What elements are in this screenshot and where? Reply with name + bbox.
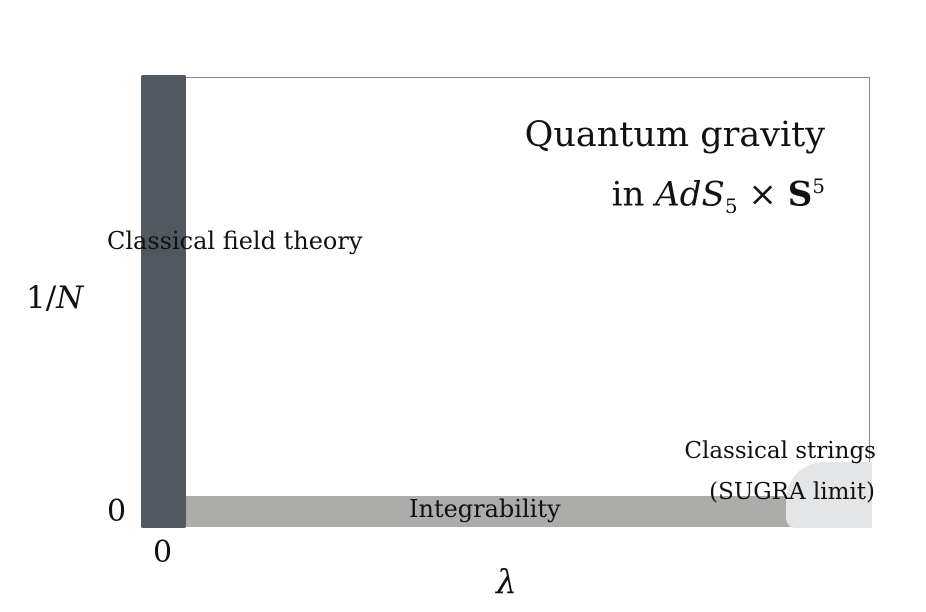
ads-subscript: 5 xyxy=(724,194,738,219)
y-axis-zero-tick: 0 xyxy=(107,494,127,529)
quantum-gravity-title: Quantum gravity xyxy=(524,115,825,155)
parameter-space-frame xyxy=(142,77,870,526)
classical-strings-region xyxy=(786,462,872,528)
sugra-limit-label: (SUGRA limit) xyxy=(709,479,875,505)
times-symbol: × xyxy=(737,174,788,215)
y-axis-label-fraction: 1/ xyxy=(26,280,57,316)
integrability-label: Integrability xyxy=(409,495,561,523)
y-axis-label: 1/N xyxy=(26,283,83,314)
x-axis-zero-tick: 0 xyxy=(153,535,173,570)
integrability-band xyxy=(186,496,792,527)
y-axis-label-symbol: N xyxy=(56,280,84,316)
ads-symbol: AdS xyxy=(655,174,725,215)
classical-field-theory-label: Classical field theory xyxy=(107,227,363,255)
subtitle-prefix: in xyxy=(611,174,656,215)
ads-space-subtitle: in AdS5 × S5 xyxy=(612,176,825,216)
x-axis-label: λ xyxy=(496,562,517,601)
sphere-symbol: S xyxy=(787,174,813,215)
classical-strings-label: Classical strings xyxy=(684,438,876,464)
classical-field-theory-band xyxy=(141,75,186,528)
sphere-superscript: 5 xyxy=(812,174,825,198)
